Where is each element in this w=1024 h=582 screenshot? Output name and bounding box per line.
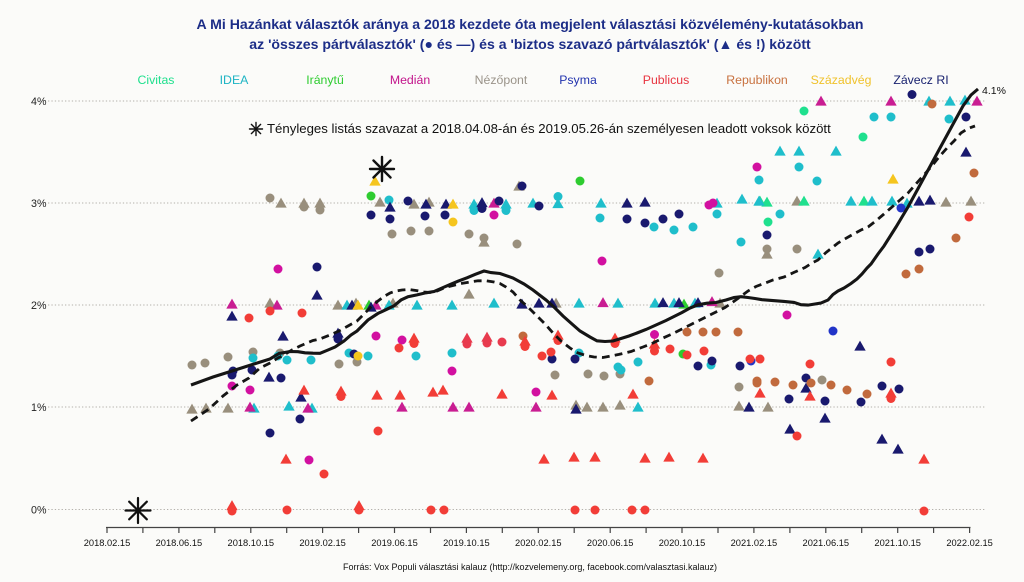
svg-text:2021.02.15: 2021.02.15 (731, 538, 778, 548)
svg-text:2%: 2% (31, 300, 47, 312)
svg-text:2020.06.15: 2020.06.15 (587, 538, 634, 548)
svg-text:3%: 3% (31, 198, 47, 210)
svg-text:2021.06.15: 2021.06.15 (803, 538, 850, 548)
svg-text:2018.06.15: 2018.06.15 (156, 538, 203, 548)
svg-text:IDEA: IDEA (220, 73, 249, 87)
svg-text:2019.06.15: 2019.06.15 (371, 538, 418, 548)
svg-text:Psyma: Psyma (559, 73, 597, 87)
svg-text:Medián: Medián (390, 73, 430, 87)
svg-text:2019.10.15: 2019.10.15 (443, 538, 490, 548)
svg-text:Forrás: Vox Populi választási: Forrás: Vox Populi választási kalauz (ht… (343, 562, 717, 572)
svg-text:az 'összes pártválasztók' (● é: az 'összes pártválasztók' (● és —) és a … (249, 36, 811, 52)
svg-text:2020.02.15: 2020.02.15 (515, 538, 562, 548)
svg-text:A Mi Hazánkat választók aránya: A Mi Hazánkat választók aránya a 2018 ke… (197, 16, 864, 32)
svg-text:Publicus: Publicus (643, 73, 689, 87)
svg-text:4.1%: 4.1% (982, 85, 1006, 97)
svg-text:Nézőpont: Nézőpont (475, 73, 528, 87)
svg-text:4%: 4% (31, 96, 47, 108)
svg-text:2018.10.15: 2018.10.15 (228, 538, 275, 548)
svg-text:Republikon: Republikon (726, 73, 788, 87)
svg-text:2018.02.15: 2018.02.15 (84, 538, 131, 548)
svg-text:Századvég: Századvég (811, 73, 872, 87)
svg-text:1%: 1% (31, 402, 47, 414)
svg-text:Civitas: Civitas (138, 73, 175, 87)
svg-text:0%: 0% (31, 504, 47, 516)
svg-text:2022.02.15: 2022.02.15 (946, 538, 993, 548)
svg-text:2020.10.15: 2020.10.15 (659, 538, 706, 548)
svg-text:2019.02.15: 2019.02.15 (299, 538, 346, 548)
svg-text:2021.10.15: 2021.10.15 (874, 538, 921, 548)
svg-text:Závecz RI: Závecz RI (893, 73, 948, 87)
svg-text:Tényleges listás szavazat a 20: Tényleges listás szavazat a 2018.04.08-á… (267, 121, 831, 136)
svg-text:Iránytű: Iránytű (306, 73, 344, 87)
